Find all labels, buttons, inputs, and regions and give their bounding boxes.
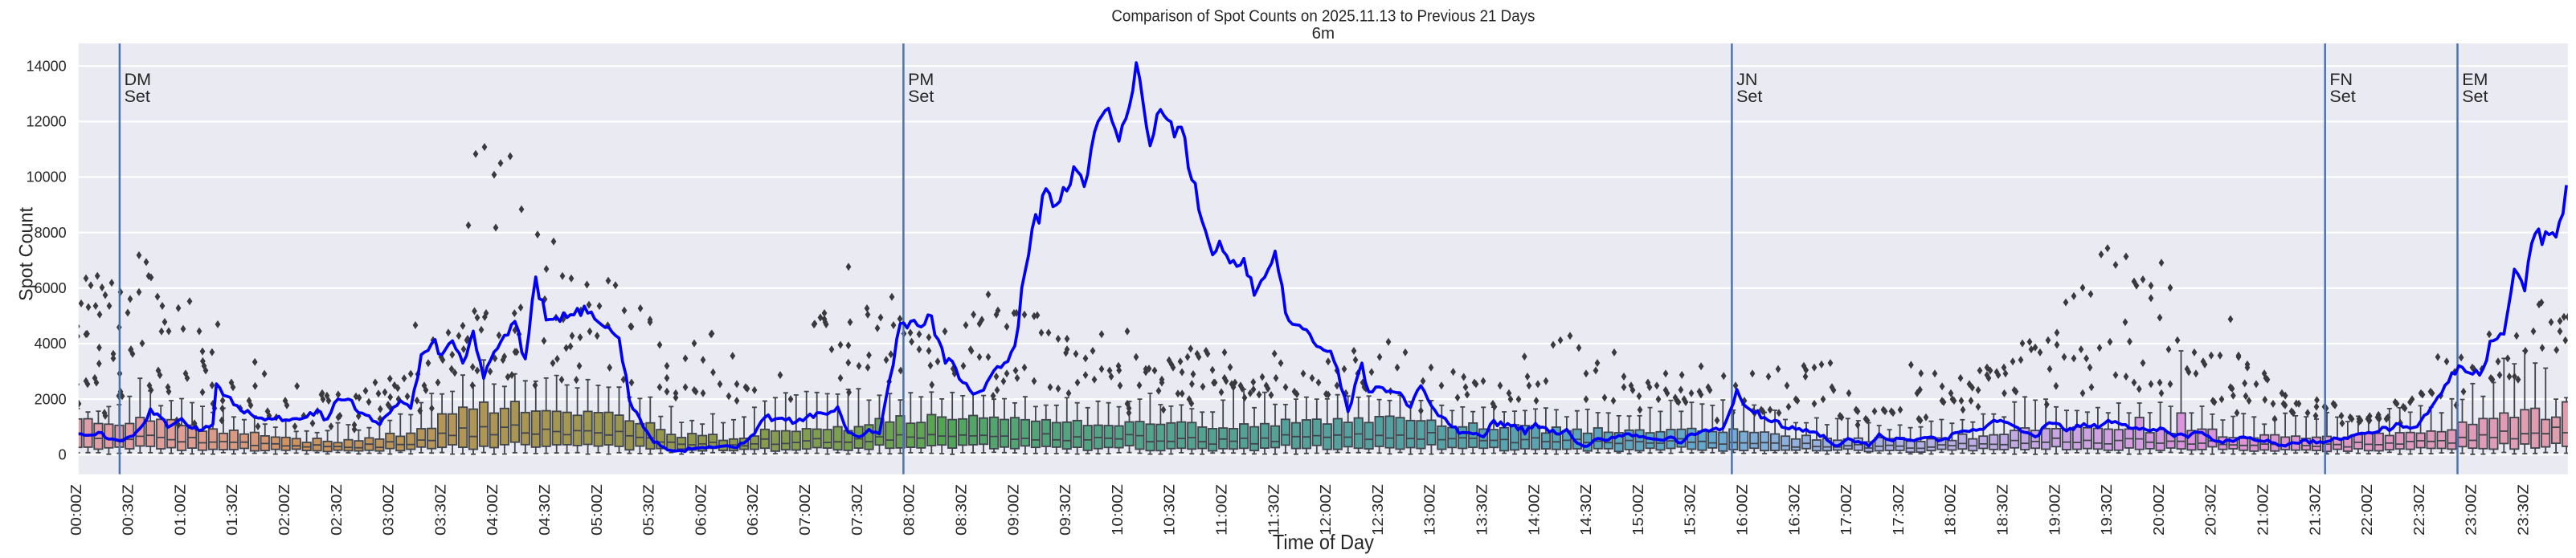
svg-text:04:30Z: 04:30Z: [537, 484, 553, 536]
svg-text:00:00Z: 00:00Z: [68, 484, 84, 536]
svg-text:20:00Z: 20:00Z: [2151, 484, 2167, 536]
svg-text:17:30Z: 17:30Z: [1891, 484, 1907, 536]
svg-text:21:30Z: 21:30Z: [2307, 484, 2323, 536]
svg-text:19:00Z: 19:00Z: [2046, 484, 2063, 536]
svg-text:Set: Set: [125, 87, 150, 106]
svg-text:13:30Z: 13:30Z: [1474, 484, 1490, 536]
svg-text:14000: 14000: [27, 58, 67, 74]
svg-text:22:00Z: 22:00Z: [2359, 484, 2375, 536]
svg-text:16:00Z: 16:00Z: [1735, 484, 1751, 536]
svg-text:Set: Set: [1736, 87, 1762, 106]
svg-text:15:00Z: 15:00Z: [1630, 484, 1646, 536]
svg-text:06:30Z: 06:30Z: [745, 484, 761, 536]
svg-text:01:30Z: 01:30Z: [224, 484, 240, 536]
svg-text:10000: 10000: [27, 169, 67, 185]
svg-text:Set: Set: [908, 87, 934, 106]
svg-text:09:30Z: 09:30Z: [1057, 484, 1073, 536]
svg-text:DM: DM: [125, 70, 151, 89]
svg-text:02:30Z: 02:30Z: [329, 484, 345, 536]
svg-text:09:00Z: 09:00Z: [1005, 484, 1021, 536]
svg-text:FN: FN: [2329, 70, 2353, 89]
svg-text:22:30Z: 22:30Z: [2411, 484, 2427, 536]
svg-text:12:30Z: 12:30Z: [1370, 484, 1386, 536]
svg-text:Set: Set: [2462, 87, 2488, 106]
svg-text:4000: 4000: [35, 336, 67, 352]
svg-text:11:00Z: 11:00Z: [1214, 484, 1230, 536]
svg-text:08:00Z: 08:00Z: [902, 484, 918, 536]
svg-text:05:30Z: 05:30Z: [641, 484, 657, 536]
svg-text:Time of Day: Time of Day: [1273, 530, 1374, 554]
svg-text:Spot Count: Spot Count: [15, 207, 37, 301]
svg-text:6m: 6m: [1312, 24, 1335, 43]
svg-text:13:00Z: 13:00Z: [1422, 484, 1438, 536]
svg-text:12:00Z: 12:00Z: [1318, 484, 1334, 536]
svg-text:21:00Z: 21:00Z: [2255, 484, 2271, 536]
svg-text:07:30Z: 07:30Z: [849, 484, 865, 536]
svg-text:10:00Z: 10:00Z: [1110, 484, 1126, 536]
svg-text:07:00Z: 07:00Z: [797, 484, 813, 536]
svg-text:19:30Z: 19:30Z: [2099, 484, 2115, 536]
svg-text:16:30Z: 16:30Z: [1786, 484, 1802, 536]
svg-text:Comparison of Spot Counts on 2: Comparison of Spot Counts on 2025.11.13 …: [1111, 7, 1535, 26]
svg-text:00:30Z: 00:30Z: [121, 484, 137, 536]
svg-text:12000: 12000: [27, 114, 67, 130]
svg-text:08:30Z: 08:30Z: [954, 484, 970, 536]
svg-text:18:30Z: 18:30Z: [1995, 484, 2011, 536]
svg-text:6000: 6000: [35, 280, 67, 296]
svg-text:11:30Z: 11:30Z: [1266, 484, 1282, 536]
svg-text:0: 0: [59, 447, 67, 463]
svg-text:23:30Z: 23:30Z: [2516, 484, 2532, 536]
svg-text:Set: Set: [2329, 87, 2355, 106]
svg-text:PM: PM: [908, 70, 934, 89]
svg-text:03:00Z: 03:00Z: [381, 484, 397, 536]
svg-text:05:00Z: 05:00Z: [589, 484, 605, 536]
svg-text:10:30Z: 10:30Z: [1162, 484, 1178, 536]
svg-text:18:00Z: 18:00Z: [1943, 484, 1959, 536]
svg-text:14:30Z: 14:30Z: [1578, 484, 1594, 536]
svg-text:06:00Z: 06:00Z: [693, 484, 709, 536]
svg-text:02:00Z: 02:00Z: [276, 484, 292, 536]
svg-text:8000: 8000: [35, 225, 67, 241]
svg-text:01:00Z: 01:00Z: [172, 484, 188, 536]
svg-text:2000: 2000: [35, 391, 67, 407]
svg-text:17:00Z: 17:00Z: [1838, 484, 1854, 536]
svg-text:03:30Z: 03:30Z: [432, 484, 448, 536]
svg-text:20:30Z: 20:30Z: [2203, 484, 2219, 536]
svg-text:EM: EM: [2462, 70, 2488, 89]
svg-text:14:00Z: 14:00Z: [1526, 484, 1542, 536]
svg-text:23:00Z: 23:00Z: [2464, 484, 2480, 536]
svg-text:04:00Z: 04:00Z: [485, 484, 501, 536]
svg-text:15:30Z: 15:30Z: [1683, 484, 1699, 536]
svg-text:JN: JN: [1736, 70, 1757, 89]
